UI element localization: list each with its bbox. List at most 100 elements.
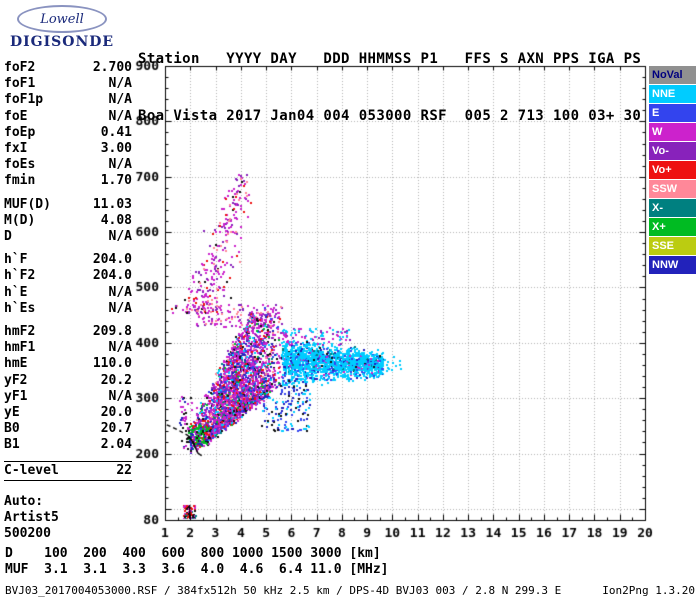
velocity-legend: NoVal NNE E W Vo- Vo+ SSW X- X+ SSE NNW — [649, 66, 696, 275]
parameter-row: foF1p N/A — [4, 92, 132, 108]
parameter-label: D — [4, 229, 12, 245]
parameter-value: 20.0 — [100, 405, 132, 421]
parameter-label: fmin — [4, 173, 36, 189]
parameter-label: hmF2 — [4, 324, 36, 340]
parameter-value: N/A — [108, 388, 132, 404]
parameter-label: h`E — [4, 284, 28, 300]
parameter-label: h`F2 — [4, 268, 36, 284]
parameter-group: h`F 204.0 h`F2 204.0 h`E N/A h`Es N/A — [4, 252, 132, 317]
parameter-value: 20.7 — [100, 421, 132, 437]
parameter-row: yE 20.0 — [4, 405, 132, 421]
parameter-row: hmE 110.0 — [4, 356, 132, 372]
parameter-value: 204.0 — [92, 252, 132, 268]
dmuf-row-d: D 100 200 400 600 800 1000 1500 3000 [km… — [5, 546, 381, 561]
parameter-label: B0 — [4, 421, 20, 437]
parameter-row: B1 2.04 — [4, 437, 132, 453]
parameter-row: foEp 0.41 — [4, 125, 132, 141]
legend-item-vominus: Vo- — [649, 142, 696, 160]
parameter-value: N/A — [108, 340, 132, 356]
station-header-values: Boa Vista 2017 Jan04 004 053000 RSF 005 … — [138, 108, 642, 124]
parameter-row: h`F 204.0 — [4, 252, 132, 268]
parameter-value: 1.70 — [100, 173, 132, 189]
legend-item-w: W — [649, 123, 696, 141]
parameter-row: foEs N/A — [4, 157, 132, 173]
parameter-row: h`E N/A — [4, 285, 132, 301]
legend-item-voplus: Vo+ — [649, 161, 696, 179]
confidence-level: C-level 22 — [4, 460, 132, 481]
parameter-label: C-level — [4, 462, 59, 478]
distance-muf-table: D 100 200 400 600 800 1000 1500 3000 [km… — [5, 546, 389, 578]
legend-item-xplus: X+ — [649, 218, 696, 236]
legend-item-nnw: NNW — [649, 256, 696, 274]
legend-item-xminus: X- — [649, 199, 696, 217]
parameter-row: foF2 2.700 — [4, 60, 132, 76]
legend-item-e: E — [649, 104, 696, 122]
parameter-label: B1 — [4, 437, 20, 453]
autoscaling-status-line: Auto: — [4, 493, 44, 509]
parameter-value: 204.0 — [92, 268, 132, 284]
parameter-value: N/A — [108, 300, 132, 316]
parameter-value: N/A — [108, 284, 132, 300]
parameter-value: 2.700 — [92, 60, 132, 75]
parameter-row: hmF2 209.8 — [4, 324, 132, 340]
parameter-group: MUF(D) 11.03 M(D) 4.08 D N/A — [4, 197, 132, 246]
parameter-label: h`Es — [4, 300, 36, 316]
parameter-value: 11.03 — [92, 196, 132, 212]
logo: Lowell DIGISONDE — [6, 5, 118, 50]
legend-item-noval: NoVal — [649, 66, 696, 84]
station-header: Station YYYY DAY DDD HHMMSS P1 FFS S AXN… — [138, 12, 641, 164]
parameter-value: N/A — [108, 108, 132, 124]
parameter-label: foEs — [4, 157, 36, 173]
parameter-label: foEp — [4, 124, 36, 140]
parameter-row: fxI 3.00 — [4, 141, 132, 157]
parameter-row: B0 20.7 — [4, 421, 132, 437]
parameter-row: MUF(D) 11.03 — [4, 197, 132, 213]
parameter-label: foE — [4, 108, 28, 124]
parameter-row: M(D) 4.08 — [4, 213, 132, 229]
parameter-value: 209.8 — [92, 324, 132, 340]
parameter-value: N/A — [108, 157, 132, 173]
parameter-row: yF1 N/A — [4, 389, 132, 405]
parameter-label: foF2 — [4, 60, 36, 75]
parameter-label: MUF(D) — [4, 196, 51, 212]
parameter-group: foF2 2.700 foF1 N/A foF1p N/A foE N/A foEp 0.41 fx… — [4, 60, 132, 190]
parameter-value: 110.0 — [92, 356, 132, 372]
station-header-columns: Station YYYY DAY DDD HHMMSS P1 FFS S AXN… — [138, 51, 642, 67]
legend-item-nne: NNE — [649, 85, 696, 103]
parameter-row: fmin 1.70 — [4, 173, 132, 189]
parameter-value: 4.08 — [100, 212, 132, 228]
parameter-value: 3.00 — [100, 141, 132, 157]
file-info-left: BVJ03_2017004053000.RSF / 384fx512h 50 k… — [5, 584, 562, 597]
parameter-label: M(D) — [4, 212, 36, 228]
parameter-value: 20.2 — [100, 372, 132, 388]
parameter-row: C-level 22 — [4, 463, 132, 479]
logo-brand: DIGISONDE — [9, 34, 115, 50]
parameter-row: foF1 N/A — [4, 76, 132, 92]
parameter-label: hmE — [4, 356, 28, 372]
dmuf-row-muf: MUF 3.1 3.1 3.3 3.6 4.0 4.6 6.4 11.0 [MH… — [5, 562, 389, 577]
parameter-value: 22 — [116, 462, 132, 478]
parameter-value: N/A — [108, 229, 132, 245]
parameter-label: foF1 — [4, 76, 36, 92]
parameter-value: 0.41 — [100, 124, 132, 140]
parameter-row: D N/A — [4, 229, 132, 245]
logo-word: Lowell — [40, 11, 84, 27]
parameter-value: N/A — [108, 76, 132, 92]
parameter-row: h`Es N/A — [4, 301, 132, 317]
parameter-label: hmF1 — [4, 340, 36, 356]
legend-item-sse: SSE — [649, 237, 696, 255]
parameter-label: fxI — [4, 141, 28, 157]
file-info-right: Ion2Png 1.3.20 — [602, 584, 695, 597]
parameter-label: yE — [4, 405, 20, 421]
autoscaling-status-line: 500200 — [4, 526, 51, 542]
parameter-value: 2.04 — [100, 437, 132, 453]
parameter-row: foE N/A — [4, 109, 132, 125]
parameter-row: hmF1 N/A — [4, 340, 132, 356]
parameter-label: h`F — [4, 252, 28, 268]
parameter-value: N/A — [108, 92, 132, 108]
file-info-footer: BVJ03_2017004053000.RSF / 384fx512h 50 k… — [5, 584, 695, 597]
parameter-group: hmF2 209.8 hmF1 N/A hmE 110.0 yF2 20.2 yF1 N/A yE 2… — [4, 324, 132, 454]
autoscaling-status-line: Artist5 — [4, 510, 59, 526]
parameter-label: yF2 — [4, 372, 28, 388]
